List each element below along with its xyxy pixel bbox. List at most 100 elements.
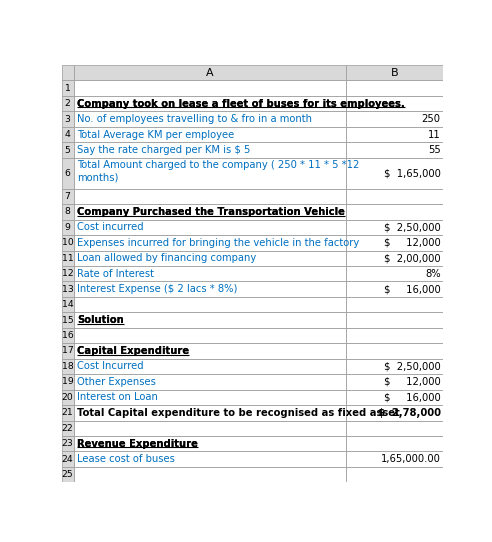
Bar — [74, 297, 346, 312]
Bar — [74, 96, 346, 112]
Text: Solution: Solution — [77, 315, 123, 325]
Bar — [62, 467, 74, 482]
Bar — [346, 281, 443, 297]
Bar — [62, 204, 74, 220]
Text: Cost incurred: Cost incurred — [77, 222, 143, 233]
Text: Capital Expenditure: Capital Expenditure — [77, 346, 189, 356]
Bar — [346, 343, 443, 359]
Text: Interest on Loan: Interest on Loan — [77, 392, 157, 402]
Text: 16: 16 — [62, 331, 73, 340]
Bar — [74, 112, 346, 127]
Bar — [74, 343, 346, 359]
Text: Expenses incurred for bringing the vehicle in the factory: Expenses incurred for bringing the vehic… — [77, 238, 359, 248]
Bar — [62, 81, 74, 96]
Bar — [74, 65, 346, 81]
Bar — [62, 96, 74, 112]
Bar — [74, 343, 346, 359]
Bar — [346, 374, 443, 390]
Bar — [62, 421, 74, 436]
Bar — [62, 220, 74, 235]
Bar — [62, 467, 74, 482]
Text: $  1,65,000: $ 1,65,000 — [384, 168, 440, 178]
Bar — [62, 421, 74, 436]
Bar — [346, 158, 443, 189]
Bar — [346, 266, 443, 281]
Text: $  2,50,000: $ 2,50,000 — [384, 362, 440, 371]
Bar — [62, 281, 74, 297]
Bar — [62, 65, 74, 81]
Bar — [62, 127, 74, 143]
Text: 1: 1 — [64, 83, 70, 93]
Bar — [346, 65, 443, 81]
Bar — [62, 112, 74, 127]
Bar — [74, 390, 346, 405]
Bar — [62, 451, 74, 467]
Bar — [346, 143, 443, 158]
Text: 2: 2 — [64, 99, 70, 108]
Bar — [346, 405, 443, 421]
Text: Solution: Solution — [77, 315, 123, 325]
Bar — [62, 312, 74, 328]
Bar — [62, 96, 74, 112]
Bar — [346, 158, 443, 189]
Bar — [62, 235, 74, 250]
Bar — [62, 266, 74, 281]
Bar — [346, 65, 443, 81]
Bar — [62, 189, 74, 204]
Bar — [74, 235, 346, 250]
Bar — [74, 281, 346, 297]
Bar — [74, 127, 346, 143]
Text: Rate of Interest: Rate of Interest — [77, 269, 154, 279]
Bar — [62, 405, 74, 421]
Bar — [62, 312, 74, 328]
Bar — [346, 189, 443, 204]
Text: $  2,00,000: $ 2,00,000 — [384, 253, 440, 263]
Bar — [74, 405, 346, 421]
Text: 1,65,000.00: 1,65,000.00 — [381, 454, 440, 464]
Text: $     12,000: $ 12,000 — [384, 238, 440, 248]
Bar — [74, 297, 346, 312]
Bar — [62, 297, 74, 312]
Bar — [346, 235, 443, 250]
Bar — [62, 220, 74, 235]
Text: A: A — [206, 68, 214, 78]
Bar — [346, 250, 443, 266]
Bar — [62, 405, 74, 421]
Bar — [62, 374, 74, 390]
Bar — [62, 436, 74, 451]
Text: Lease cost of buses: Lease cost of buses — [77, 454, 175, 464]
Text: Company Purchased the Transportation Vehicle: Company Purchased the Transportation Veh… — [77, 207, 344, 217]
Bar — [74, 421, 346, 436]
Bar — [346, 467, 443, 482]
Bar — [74, 81, 346, 96]
Text: 13: 13 — [62, 285, 73, 294]
Bar — [74, 467, 346, 482]
Bar — [62, 343, 74, 359]
Bar — [346, 127, 443, 143]
Text: B: B — [391, 68, 399, 78]
Bar — [62, 297, 74, 312]
Bar — [346, 328, 443, 343]
Bar — [62, 250, 74, 266]
Text: 10: 10 — [62, 238, 73, 247]
Bar — [74, 235, 346, 250]
Bar — [62, 281, 74, 297]
Bar — [74, 421, 346, 436]
Bar — [346, 204, 443, 220]
Bar — [62, 266, 74, 281]
Text: 5: 5 — [65, 146, 70, 154]
Bar — [62, 235, 74, 250]
Bar — [62, 250, 74, 266]
Bar — [62, 158, 74, 189]
Bar — [62, 374, 74, 390]
Bar — [346, 297, 443, 312]
Bar — [62, 189, 74, 204]
Bar — [346, 250, 443, 266]
Bar — [346, 451, 443, 467]
Text: Total Capital expenditure to be recognised as fixed asset: Total Capital expenditure to be recognis… — [77, 408, 400, 418]
Text: 8%: 8% — [425, 269, 440, 279]
Bar — [74, 189, 346, 204]
Bar — [74, 158, 346, 189]
Bar — [346, 127, 443, 143]
Bar — [346, 143, 443, 158]
